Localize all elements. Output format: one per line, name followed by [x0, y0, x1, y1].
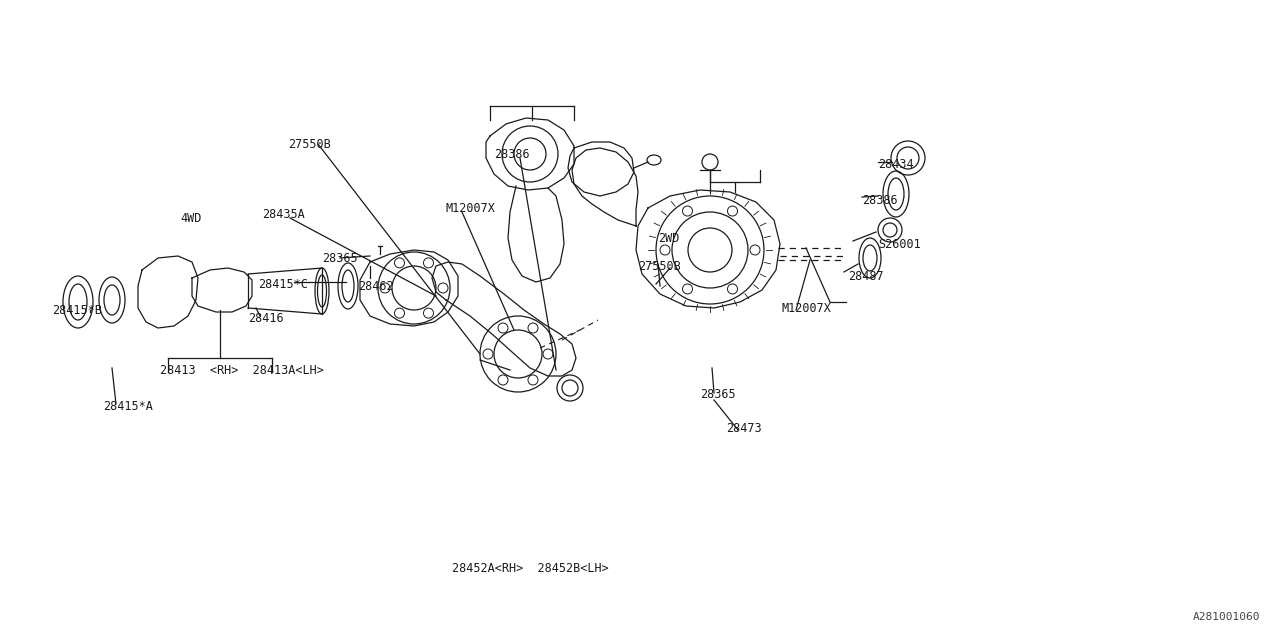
- Text: A281001060: A281001060: [1193, 612, 1260, 622]
- Text: M12007X: M12007X: [782, 301, 832, 314]
- Text: 4WD: 4WD: [180, 211, 201, 225]
- Text: 28473: 28473: [726, 422, 762, 435]
- Text: 28413  <RH>  28413A<LH>: 28413 <RH> 28413A<LH>: [160, 364, 324, 376]
- Text: 28462: 28462: [358, 280, 394, 292]
- Text: 28487: 28487: [849, 269, 883, 282]
- Text: 28416: 28416: [248, 312, 284, 324]
- Text: 28415*A: 28415*A: [102, 399, 152, 413]
- Text: 28365: 28365: [323, 252, 357, 264]
- Text: 28452A<RH>  28452B<LH>: 28452A<RH> 28452B<LH>: [452, 561, 608, 575]
- Text: 28386: 28386: [494, 147, 530, 161]
- Text: M12007X: M12007X: [445, 202, 495, 214]
- Text: 28415*C: 28415*C: [259, 278, 308, 291]
- Text: 2WD: 2WD: [658, 232, 680, 244]
- Text: 28415*B: 28415*B: [52, 303, 102, 317]
- Text: 27550B: 27550B: [288, 138, 330, 150]
- Text: 27550B: 27550B: [637, 259, 681, 273]
- Text: S26001: S26001: [878, 237, 920, 250]
- Text: 28434: 28434: [878, 157, 914, 170]
- Text: 28365: 28365: [700, 387, 736, 401]
- Text: 28435A: 28435A: [262, 207, 305, 221]
- Text: 28386: 28386: [861, 193, 897, 207]
